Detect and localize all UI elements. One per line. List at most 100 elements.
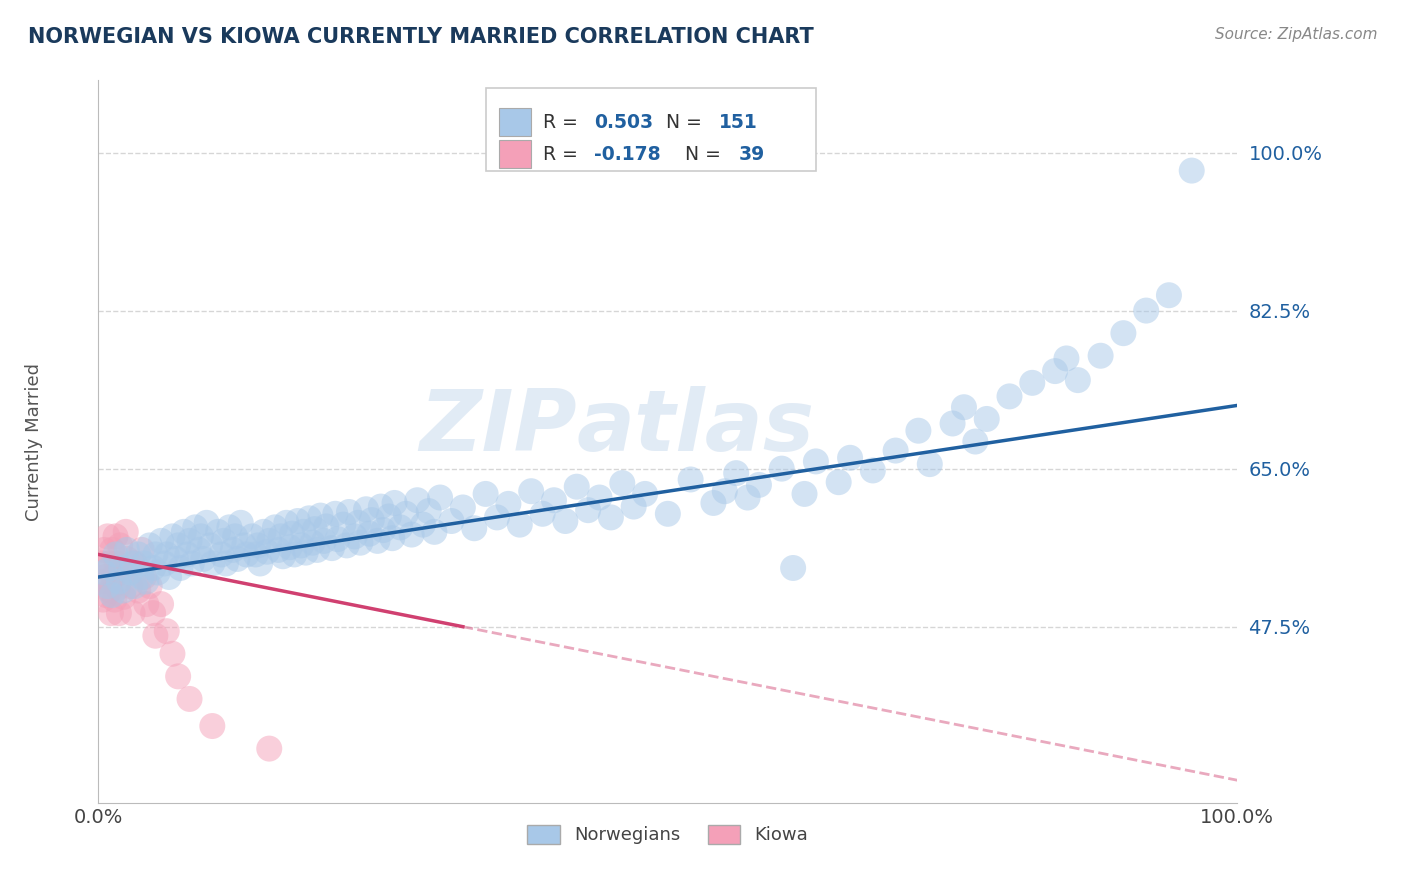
Text: N =: N = bbox=[665, 113, 702, 132]
Point bbox=[378, 509, 401, 524]
Point bbox=[105, 557, 128, 571]
Point bbox=[259, 741, 281, 756]
Point bbox=[287, 514, 309, 528]
Point bbox=[1157, 288, 1180, 302]
Point bbox=[135, 597, 157, 611]
Point bbox=[162, 647, 184, 661]
Point bbox=[224, 529, 246, 543]
Point bbox=[98, 583, 121, 598]
Point bbox=[104, 548, 127, 562]
Point bbox=[412, 517, 434, 532]
Point bbox=[1067, 373, 1090, 387]
Point bbox=[115, 542, 138, 557]
Point bbox=[110, 565, 132, 579]
Point bbox=[145, 629, 167, 643]
Point bbox=[235, 548, 257, 562]
Point bbox=[679, 473, 702, 487]
Point bbox=[290, 538, 312, 552]
Point bbox=[91, 592, 114, 607]
Point bbox=[179, 533, 201, 548]
Point bbox=[702, 496, 724, 510]
Point bbox=[98, 561, 121, 575]
Point bbox=[389, 520, 412, 534]
Point bbox=[315, 519, 337, 533]
Point bbox=[104, 529, 127, 543]
Text: Source: ZipAtlas.com: Source: ZipAtlas.com bbox=[1215, 27, 1378, 42]
Point bbox=[131, 542, 153, 557]
Point bbox=[121, 606, 143, 620]
Point bbox=[110, 561, 132, 575]
Point bbox=[169, 561, 191, 575]
Point bbox=[976, 412, 998, 426]
Point bbox=[1135, 303, 1157, 318]
Point bbox=[423, 524, 446, 539]
Point bbox=[600, 510, 623, 524]
Point bbox=[198, 538, 221, 552]
Point bbox=[193, 552, 215, 566]
Point bbox=[127, 583, 149, 598]
Point bbox=[96, 579, 118, 593]
Point bbox=[1021, 376, 1043, 390]
Text: R =: R = bbox=[543, 145, 578, 164]
Text: 39: 39 bbox=[738, 145, 765, 164]
Point bbox=[138, 579, 160, 593]
Point bbox=[1043, 364, 1066, 378]
Point bbox=[259, 533, 281, 548]
Point bbox=[173, 524, 195, 539]
Point bbox=[828, 475, 851, 490]
Point bbox=[804, 454, 827, 468]
Point bbox=[226, 552, 249, 566]
Point bbox=[97, 557, 120, 571]
Point bbox=[612, 476, 634, 491]
Y-axis label: Currently Married: Currently Married bbox=[25, 362, 42, 521]
Point bbox=[156, 548, 179, 562]
Point bbox=[179, 692, 201, 706]
Point bbox=[153, 557, 176, 571]
Point bbox=[401, 527, 423, 541]
Point bbox=[252, 524, 274, 539]
Point bbox=[101, 542, 124, 557]
Point bbox=[543, 493, 565, 508]
Point bbox=[107, 581, 129, 595]
Point bbox=[165, 552, 187, 566]
Point bbox=[150, 597, 173, 611]
Point bbox=[312, 533, 335, 548]
Point bbox=[212, 533, 235, 548]
Point bbox=[1112, 326, 1135, 341]
Point bbox=[1181, 163, 1204, 178]
Point bbox=[127, 548, 149, 562]
Point bbox=[90, 574, 112, 589]
Point bbox=[307, 542, 329, 557]
Point bbox=[737, 491, 759, 505]
Point bbox=[112, 583, 135, 598]
Text: 151: 151 bbox=[718, 113, 758, 132]
Point bbox=[634, 487, 657, 501]
Point bbox=[336, 538, 359, 552]
Point bbox=[953, 401, 976, 415]
Point bbox=[207, 524, 229, 539]
Point bbox=[907, 424, 929, 438]
Point bbox=[298, 511, 321, 525]
Point bbox=[120, 579, 142, 593]
Point bbox=[114, 524, 136, 539]
Point bbox=[520, 484, 543, 499]
Text: -0.178: -0.178 bbox=[593, 145, 661, 164]
Point bbox=[222, 542, 245, 557]
Point bbox=[135, 574, 157, 589]
Point bbox=[1090, 349, 1112, 363]
Point bbox=[157, 570, 180, 584]
Point bbox=[108, 574, 131, 589]
Point bbox=[195, 516, 218, 530]
Point bbox=[323, 507, 346, 521]
Point bbox=[229, 516, 252, 530]
Point bbox=[156, 624, 179, 639]
Point bbox=[474, 487, 496, 501]
Point bbox=[184, 520, 207, 534]
Point bbox=[93, 566, 115, 580]
Point bbox=[256, 545, 278, 559]
Text: R =: R = bbox=[543, 113, 578, 132]
Point bbox=[267, 542, 290, 557]
Point bbox=[343, 529, 366, 543]
Point bbox=[93, 542, 115, 557]
Point bbox=[145, 548, 167, 562]
